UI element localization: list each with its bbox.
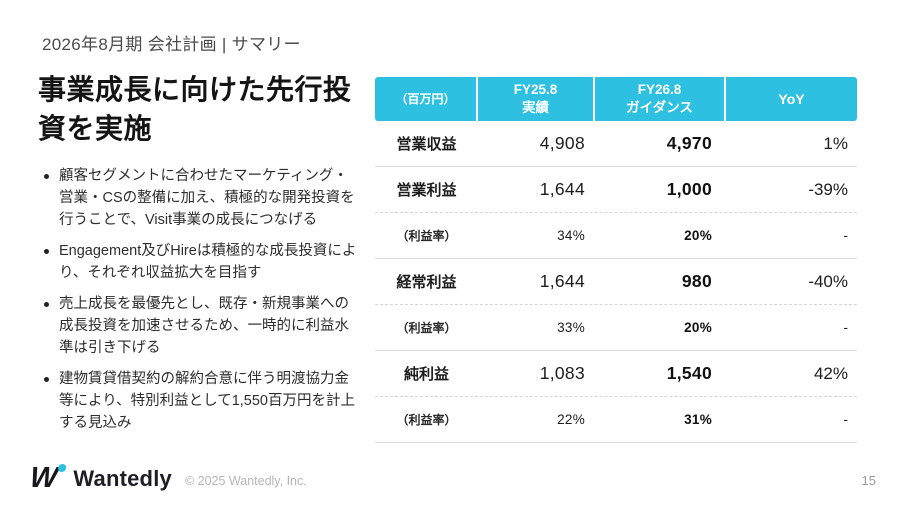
row-label: 経常利益 bbox=[396, 274, 457, 291]
fy25-value: 4,908 bbox=[539, 133, 585, 153]
yoy-value: -39% bbox=[808, 179, 848, 199]
fy26-value: 1,000 bbox=[666, 179, 712, 199]
table-header-yoy: YoY bbox=[726, 77, 857, 121]
row-label: 営業収益 bbox=[396, 136, 457, 153]
yoy-value: 42% bbox=[813, 363, 848, 383]
footer: W Wantedly © 2025 Wantedly, Inc. bbox=[28, 462, 307, 494]
row-label: （利益率） bbox=[396, 321, 457, 335]
yoy-value: - bbox=[843, 412, 849, 427]
financial-table: （百万円） FY25.8 実績 FY26.8 ガイダンス YoY 営業収益 4,… bbox=[375, 77, 857, 443]
row-label: 純利益 bbox=[403, 366, 449, 383]
row-label: 営業利益 bbox=[396, 182, 457, 199]
table-header-fy25-line2: 実績 bbox=[522, 100, 549, 115]
fy26-value: 4,970 bbox=[666, 133, 712, 153]
page-number: 15 bbox=[861, 473, 876, 488]
table-header-row: （百万円） FY25.8 実績 FY26.8 ガイダンス YoY bbox=[375, 77, 857, 121]
row-label: （利益率） bbox=[396, 413, 457, 427]
table-row: 純利益 1,083 1,540 42% bbox=[375, 351, 857, 397]
fy25-value: 22% bbox=[557, 412, 585, 427]
wantedly-logo-icon: W bbox=[28, 462, 67, 494]
fy25-value: 1,644 bbox=[539, 179, 585, 199]
table-header-fy25-line1: FY25.8 bbox=[513, 81, 558, 97]
table-subrow: （利益率） 22% 31% - bbox=[375, 397, 857, 443]
fy25-value: 1,083 bbox=[539, 363, 585, 383]
yoy-value: - bbox=[843, 320, 849, 335]
left-column: 2026年8月期 会社計画 | サマリー 事業成長に向けた先行投資を実施 顧客セ… bbox=[38, 30, 374, 443]
yoy-value: -40% bbox=[808, 271, 848, 291]
fy25-value: 1,644 bbox=[539, 271, 585, 291]
table-header-unit: （百万円） bbox=[375, 77, 476, 121]
yoy-value: - bbox=[843, 228, 849, 243]
table-subrow: （利益率） 33% 20% - bbox=[375, 305, 857, 351]
table-row: 経常利益 1,644 980 -40% bbox=[375, 259, 857, 305]
table-header-fy25: FY25.8 実績 bbox=[478, 77, 593, 121]
bullet-item: 顧客セグメントに合わせたマーケティング・営業・CSの整備に加え、積極的な開発投資… bbox=[42, 165, 358, 231]
copyright-text: © 2025 Wantedly, Inc. bbox=[184, 473, 307, 488]
fy26-value: 980 bbox=[681, 271, 712, 291]
fy25-value: 33% bbox=[557, 320, 585, 335]
table-header-fy26: FY26.8 ガイダンス bbox=[595, 77, 724, 121]
bullet-item: 売上成長を最優先とし、既存・新規事業への成長投資を加速させるため、一時的に利益水… bbox=[42, 293, 358, 359]
brand-wordmark: Wantedly bbox=[73, 465, 172, 491]
table-header-fy26-line2: ガイダンス bbox=[626, 100, 693, 115]
table-header-fy26-line1: FY26.8 bbox=[637, 81, 682, 97]
fy26-value: 20% bbox=[684, 320, 712, 335]
table-row: 営業利益 1,644 1,000 -39% bbox=[375, 167, 857, 213]
yoy-value: 1% bbox=[823, 133, 848, 153]
slide-title: 事業成長に向けた先行投資を実施 bbox=[38, 74, 352, 144]
slide-kicker: 2026年8月期 会社計画 | サマリー bbox=[42, 35, 301, 54]
row-label: （利益率） bbox=[396, 229, 457, 243]
bullet-item: 建物賃貸借契約の解約合意に伴う明渡協力金等により、特別利益として1,550百万円… bbox=[42, 368, 358, 434]
fy26-value: 31% bbox=[684, 412, 712, 427]
fy26-value: 20% bbox=[684, 228, 712, 243]
fy25-value: 34% bbox=[557, 228, 585, 243]
bullet-list: 顧客セグメントに合わせたマーケティング・営業・CSの整備に加え、積極的な開発投資… bbox=[42, 165, 374, 434]
table-subrow: （利益率） 34% 20% - bbox=[375, 213, 857, 259]
fy26-value: 1,540 bbox=[666, 363, 712, 383]
table-row: 営業収益 4,908 4,970 1% bbox=[375, 121, 857, 167]
wantedly-logo-letter: W bbox=[28, 462, 60, 494]
bullet-item: Engagement及びHireは積極的な成長投資により、それぞれ収益拡大を目指… bbox=[42, 240, 358, 284]
wantedly-logo-dot-icon bbox=[58, 464, 67, 472]
